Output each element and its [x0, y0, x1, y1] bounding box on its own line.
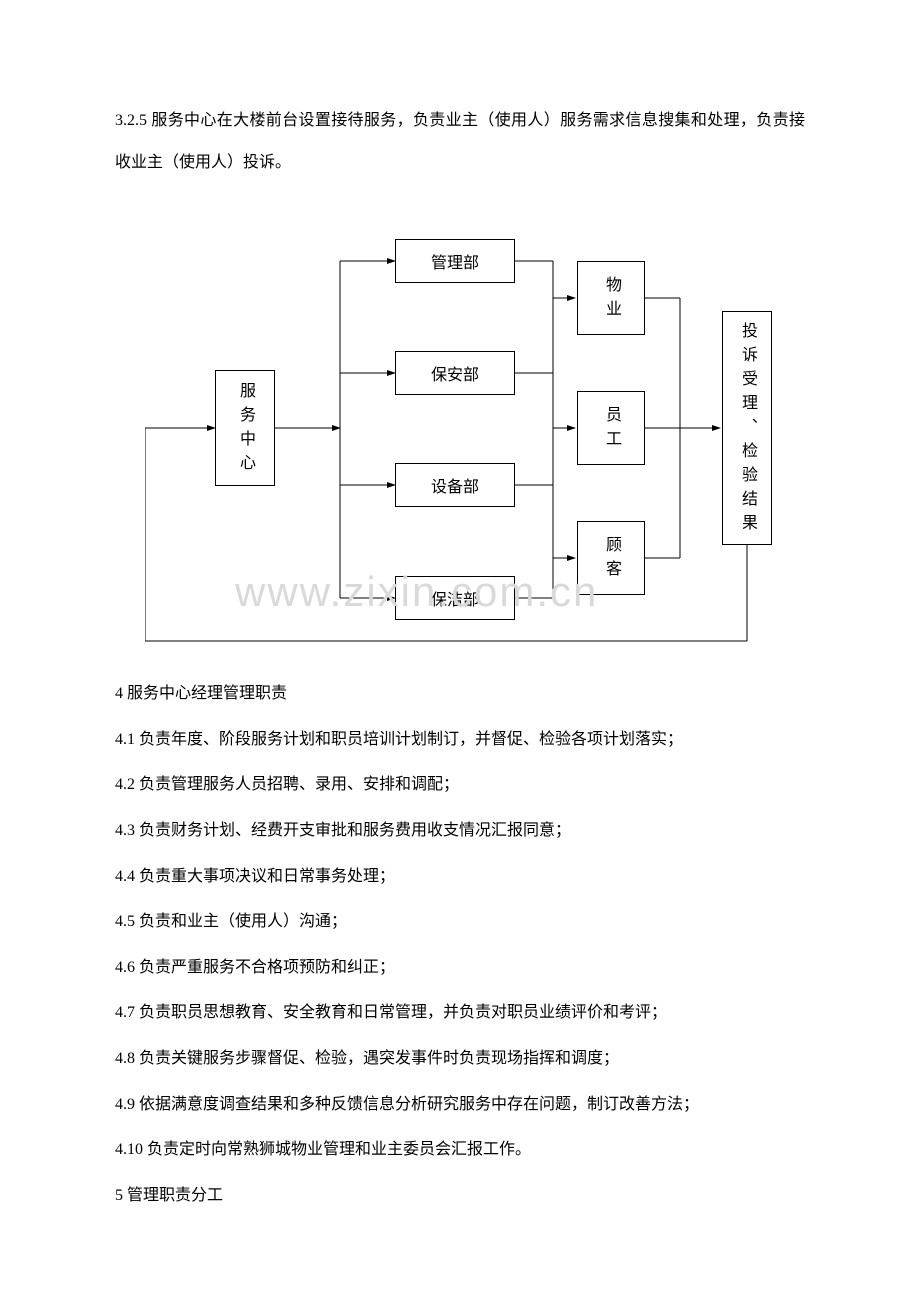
- node-dept-management: 管理部: [395, 239, 515, 283]
- node-label: 员工: [599, 402, 623, 454]
- node-target-property: 物业: [577, 261, 645, 335]
- item-4-7: 4.7 负责职员思想教育、安全教育和日常管理，并负责对职员业绩评价和考评；: [115, 992, 805, 1034]
- watermark-text: www.zixin.com.cn: [235, 568, 598, 616]
- item-4-2: 4.2 负责管理服务人员招聘、录用、安排和调配；: [115, 764, 805, 806]
- item-4-3: 4.3 负责财务计划、经费开支审批和服务费用收支情况汇报同意；: [115, 810, 805, 852]
- node-label: 管理部: [431, 249, 479, 273]
- node-outcome: 投诉受理、检验结果: [722, 311, 772, 545]
- section-4-title: 4 服务中心经理管理职责: [115, 673, 805, 715]
- node-label: 服务中心: [233, 378, 257, 478]
- node-label: 顾客: [599, 532, 623, 584]
- node-label: 投诉受理、检验结果: [735, 318, 759, 538]
- node-service-center: 服务中心: [215, 370, 275, 486]
- org-flowchart: 服务中心 管理部 保安部 设备部 保洁部 物业 员工 顾客 投诉受理、检验结果 …: [145, 213, 775, 643]
- node-target-staff: 员工: [577, 391, 645, 465]
- item-4-9: 4.9 依据满意度调查结果和多种反馈信息分析研究服务中存在问题，制订改善方法；: [115, 1084, 805, 1126]
- intro-paragraph: 3.2.5 服务中心在大楼前台设置接待服务，负责业主（使用人）服务需求信息搜集和…: [115, 100, 805, 183]
- section-5-title: 5 管理职责分工: [115, 1175, 805, 1217]
- item-4-10: 4.10 负责定时向常熟狮城物业管理和业主委员会汇报工作。: [115, 1129, 805, 1171]
- item-4-8: 4.8 负责关键服务步骤督促、检验，遇突发事件时负责现场指挥和调度；: [115, 1038, 805, 1080]
- item-4-1: 4.1 负责年度、阶段服务计划和职员培训计划制订，并督促、检验各项计划落实；: [115, 719, 805, 761]
- item-4-6: 4.6 负责严重服务不合格项预防和纠正；: [115, 947, 805, 989]
- node-label: 物业: [599, 272, 623, 324]
- node-label: 设备部: [431, 473, 479, 497]
- item-4-4: 4.4 负责重大事项决议和日常事务处理；: [115, 856, 805, 898]
- item-4-5: 4.5 负责和业主（使用人）沟通；: [115, 901, 805, 943]
- page-content: 3.2.5 服务中心在大楼前台设置接待服务，负责业主（使用人）服务需求信息搜集和…: [0, 0, 920, 1280]
- node-dept-equipment: 设备部: [395, 463, 515, 507]
- node-label: 保安部: [431, 361, 479, 385]
- node-dept-security: 保安部: [395, 351, 515, 395]
